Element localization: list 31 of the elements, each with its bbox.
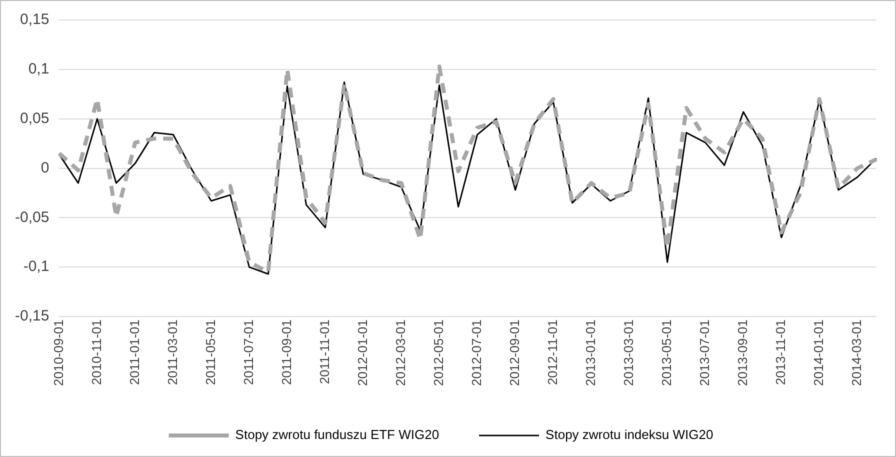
- x-tick-label: 2014-03-01: [848, 320, 864, 386]
- x-tick-label: 2013-07-01: [696, 320, 712, 386]
- x-tick-label: 2011-03-01: [164, 320, 180, 386]
- x-tick-label: 2012-07-01: [468, 320, 484, 386]
- x-tick-label: 2011-05-01: [202, 320, 218, 386]
- x-tick-label: 2010-09-01: [50, 320, 66, 386]
- y-tick-label: 0,1: [28, 60, 50, 78]
- x-tick-label: 2013-09-01: [734, 320, 750, 386]
- x-tick-label: 2012-11-01: [544, 320, 560, 386]
- y-tick-label: -0,15: [14, 308, 50, 325]
- x-tick-label: 2011-09-01: [278, 320, 294, 386]
- x-tick-label: 2014-01-01: [810, 320, 826, 386]
- legend-label: Stopy zwrotu indeksu WIG20: [546, 427, 714, 442]
- y-tick-label: 0: [40, 159, 50, 176]
- x-tick-label: 2013-05-01: [658, 320, 674, 386]
- x-tick-label: 2013-11-01: [772, 320, 788, 386]
- y-tick-label: -0,05: [14, 208, 50, 226]
- x-tick-label: 2011-07-01: [240, 320, 256, 386]
- x-tick-label: 2012-05-01: [430, 320, 446, 386]
- legend-label: Stopy zwrotu funduszu ETF WIG20: [235, 427, 440, 442]
- x-tick-label: 2011-01-01: [126, 320, 142, 386]
- y-tick-label: 0,15: [20, 11, 50, 28]
- x-tick-label: 2012-03-01: [392, 320, 408, 386]
- y-tick-label: -0,1: [23, 258, 50, 276]
- x-tick-label: 2011-11-01: [316, 320, 332, 384]
- x-tick-label: 2012-09-01: [506, 320, 522, 386]
- x-tick-label: 2010-11-01: [88, 320, 104, 386]
- x-tick-label: 2013-03-01: [620, 320, 636, 386]
- x-tick-label: 2012-01-01: [354, 320, 370, 386]
- y-tick-label: 0,05: [20, 110, 50, 127]
- x-tick-label: 2013-01-01: [582, 320, 598, 386]
